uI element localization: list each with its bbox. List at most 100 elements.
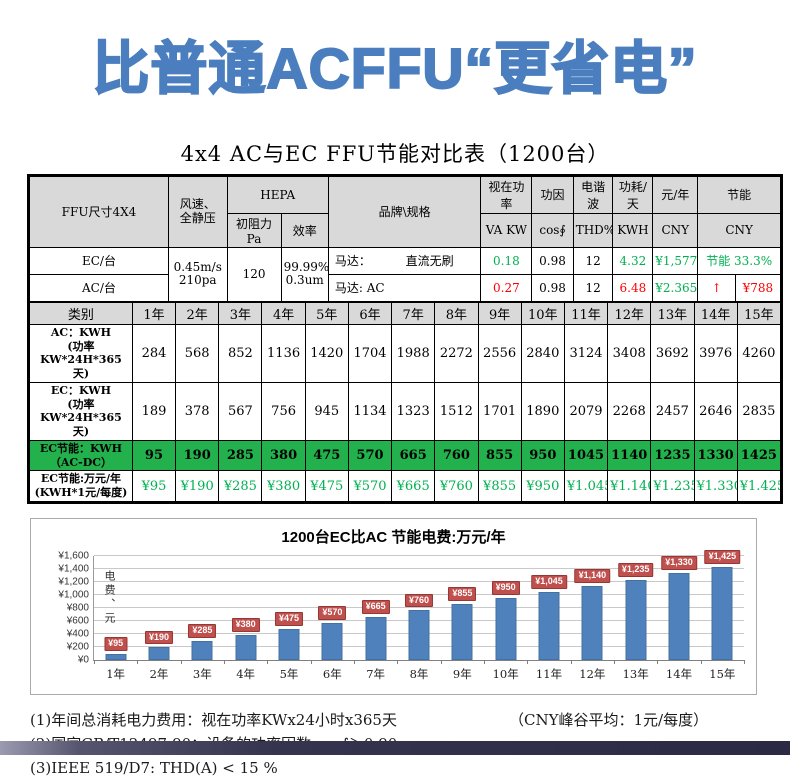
value-cell: 3124	[563, 323, 609, 383]
bar-label: ¥475	[274, 612, 304, 626]
col-header-cost-year: 元/年	[652, 175, 699, 214]
ec-va-cell: 0.18	[480, 246, 533, 275]
bar-label: ¥570	[318, 605, 347, 620]
value-cell: 95	[131, 439, 177, 472]
ec-motor-label: 马达：	[334, 254, 371, 269]
x-tick-label: 11年	[535, 666, 563, 681]
value-cell: 3692	[650, 323, 695, 383]
col-header-hepa-resistance: 初阻力Pa	[226, 212, 282, 248]
ac-va-cell: 0.27	[480, 273, 533, 302]
value-cell: 1701	[477, 381, 522, 441]
gridline	[94, 554, 744, 556]
bar	[191, 641, 213, 660]
bar	[105, 653, 127, 660]
value-cell: 1890	[520, 381, 565, 441]
value-cell: ¥1.330	[693, 470, 738, 502]
value-cell: 1988	[391, 323, 436, 383]
col-header-apparent-power-unit: VA KW	[480, 212, 533, 248]
ac-saving-cell: ¥788	[734, 273, 782, 302]
value-cell: ¥95	[131, 470, 177, 502]
bar-label: ¥285	[188, 624, 217, 639]
bar	[235, 635, 257, 660]
y-tick-label: ¥800	[66, 602, 89, 614]
bar	[495, 598, 517, 660]
value-cell: ¥380	[261, 470, 306, 502]
col-header-consumption: 功耗/天	[612, 175, 654, 214]
value-cell: 2079	[563, 381, 609, 441]
x-axis-tick	[440, 659, 442, 664]
col-header-wind: 风速、 全静压	[167, 175, 228, 248]
page-title: 比普通ACFFU“更省电”	[91, 36, 698, 102]
x-axis-tick	[484, 659, 485, 664]
value-cell: ¥1.045	[563, 470, 609, 502]
row-label: EC：KWH (功率KW*24H*365天)	[29, 381, 133, 441]
row-label: AC：KWH (功率KW*24H*365天)	[29, 323, 133, 383]
value-cell: 2272	[434, 323, 479, 383]
bar	[278, 628, 300, 660]
year-header-cell: 15年	[736, 301, 782, 325]
bar	[365, 616, 387, 660]
x-tick-label: 15年	[709, 666, 736, 681]
wind-value-cell: 0.45m/s 210pa	[167, 246, 228, 302]
value-cell: 1704	[347, 323, 393, 383]
x-axis-tick	[267, 659, 269, 664]
col-header-apparent-power: 视在功率	[480, 175, 533, 214]
bar	[321, 622, 343, 660]
x-axis-tick	[94, 659, 95, 664]
col-header-hepa-efficiency: 效率	[280, 212, 329, 248]
chart-title: 1200台EC比AC 节能电费:万元/年	[281, 528, 506, 546]
bar-label: ¥1,045	[531, 574, 567, 589]
x-tick-label: 13年	[622, 666, 649, 681]
value-cell: 570	[347, 439, 393, 472]
comparison-tables: FFU尺寸4X4 风速、 全静压 HEPA 品牌\规格 视在功率 功因 电谐波 …	[27, 173, 783, 504]
col-header-saving: 节能	[697, 175, 781, 214]
value-cell: 2835	[736, 381, 782, 441]
value-cell: ¥665	[391, 470, 436, 502]
y-tick-label: ¥200	[66, 641, 89, 653]
footer-decoration-bar	[0, 741, 790, 755]
col-header-cost-year-unit: CNY	[652, 212, 699, 248]
value-cell: 2646	[693, 381, 738, 441]
ac-cos-cell: 0.98	[531, 273, 574, 302]
col-header-saving-unit: CNY	[697, 212, 781, 248]
ac-arrow-up-icon: ↑	[697, 273, 736, 302]
value-cell: 567	[218, 381, 263, 441]
bar	[581, 585, 603, 660]
bar	[538, 591, 560, 660]
year-header-cell: 1年	[131, 301, 177, 325]
value-cell: ¥285	[218, 470, 263, 502]
chart-plot-area: ¥0 ¥200 ¥400 ¥600 ¥800 ¥1,000 ¥1,200 ¥1,400 ¥1,6…	[58, 550, 745, 681]
bar	[148, 647, 170, 660]
ac-motor-cell: 马达: AC	[327, 273, 482, 302]
bar	[711, 567, 733, 660]
value-cell: ¥1.140	[607, 470, 652, 502]
year-header-cell: 11年	[563, 301, 609, 325]
value-cell: 1512	[434, 381, 479, 441]
value-cell: 2457	[650, 381, 695, 441]
value-cell: 285	[218, 439, 263, 472]
table-row: EC节能:万元/年 (KWH*1元/每度) ¥95 ¥190 ¥285 ¥380 ¥475 ¥…	[29, 470, 782, 502]
ec-kwh-cell: 4.32	[612, 246, 654, 275]
bar	[668, 573, 690, 660]
row-label-line1: EC节能：KWH	[39, 441, 122, 455]
col-header-consumption-unit: KWH	[612, 212, 654, 248]
col-header-brand: 品牌\规格	[327, 175, 482, 248]
value-cell: 1045	[563, 439, 609, 472]
page-subtitle: 4x4 AC与EC FFU节能对比表（1200台）	[180, 141, 610, 166]
value-cell: 665	[391, 439, 436, 472]
ec-row-label: EC/台	[29, 246, 169, 275]
value-cell: 945	[304, 381, 349, 441]
value-cell: 1235	[650, 439, 695, 472]
value-cell: 284	[131, 323, 177, 383]
row-label-line2: （AC-DC）	[49, 455, 113, 469]
row-label-line2: (KWH*1元/每度)	[34, 486, 128, 500]
value-cell: 189	[131, 381, 177, 441]
row-label: EC节能：KWH （AC-DC）	[29, 439, 133, 472]
value-cell: ¥950	[520, 470, 565, 502]
x-tick-label: 9年	[452, 666, 472, 681]
ac-cny-cell: ¥2.365	[652, 273, 699, 302]
value-cell: ¥1.425	[736, 470, 782, 502]
bar-label: ¥1,330	[661, 556, 697, 571]
x-tick-label: 6年	[322, 666, 342, 681]
year-header-cell: 7年	[391, 301, 436, 325]
